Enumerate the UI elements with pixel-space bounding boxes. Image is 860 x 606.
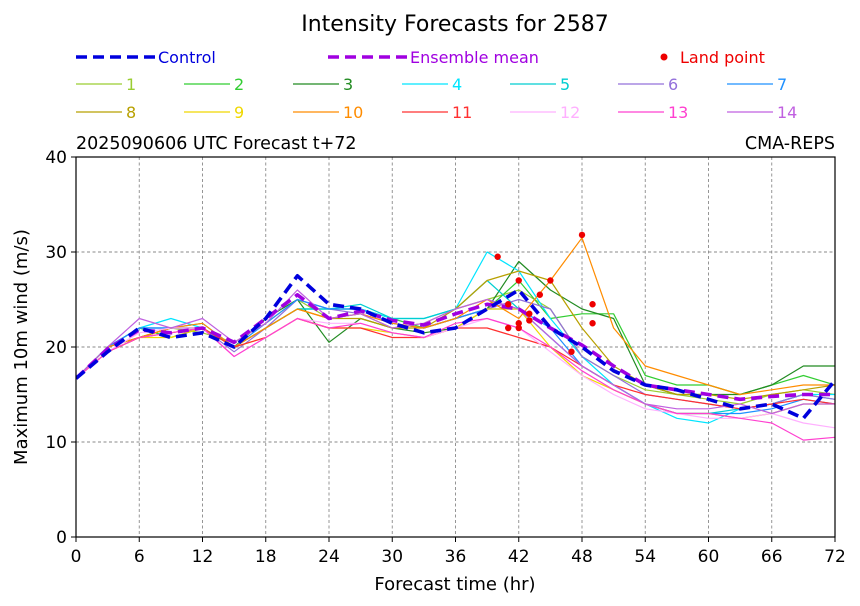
series-line-member-10 — [76, 237, 835, 396]
x-tick-label: 36 — [445, 547, 467, 567]
legend-label: 10 — [343, 103, 363, 122]
x-tick-label: 24 — [318, 547, 340, 567]
land-point-marker — [536, 291, 544, 298]
x-tick-label: 30 — [381, 547, 403, 567]
y-axis-label: Maximum 10m wind (m/s) — [11, 229, 32, 465]
land-point-marker — [589, 301, 596, 308]
y-tick-label: 0 — [56, 528, 67, 548]
chart-title: Intensity Forecasts for 2587 — [301, 12, 609, 37]
land-point-marker — [578, 231, 586, 239]
land-point-marker — [547, 277, 554, 284]
legend-label: 6 — [668, 75, 678, 94]
plot-area — [76, 231, 835, 441]
land-point-marker — [505, 324, 512, 332]
y-tick-label: 40 — [45, 148, 67, 168]
land-point-marker — [526, 317, 533, 324]
x-tick-label: 6 — [134, 547, 145, 567]
legend-label: 4 — [452, 75, 462, 94]
x-tick-label: 48 — [571, 547, 593, 567]
legend-label: 7 — [777, 75, 787, 94]
legend-label: 3 — [343, 75, 353, 94]
land-point-marker — [505, 301, 512, 308]
land-point-marker — [515, 277, 522, 284]
x-tick-label: 60 — [698, 547, 720, 567]
x-tick-label: 12 — [192, 547, 214, 567]
legend-land-point-marker — [660, 53, 668, 61]
x-tick-label: 42 — [508, 547, 530, 567]
legend-label: Land point — [680, 48, 765, 67]
series-line-ensemble-mean — [76, 293, 835, 402]
y-tick-label: 10 — [45, 433, 67, 453]
legend-label: 13 — [668, 103, 688, 122]
x-tick-label: 66 — [761, 547, 783, 567]
y-tick-label: 30 — [45, 243, 67, 263]
land-point-marker — [568, 348, 575, 355]
legend-label: 8 — [126, 103, 136, 122]
legend-label: 9 — [234, 103, 244, 122]
chart-subtitle-left: 2025090606 UTC Forecast t+72 — [76, 134, 357, 154]
x-tick-label: 72 — [824, 547, 846, 567]
legend-label: 1 — [126, 75, 136, 94]
legend-label: Ensemble mean — [410, 48, 539, 67]
legend-label: 12 — [560, 103, 580, 122]
land-point-marker — [515, 320, 522, 327]
legend-label: 14 — [777, 103, 797, 122]
land-point-marker — [494, 253, 501, 260]
axes: 0 6 12 18 24 30 36 42 48 54 60 66 72 0 10 20 30 40 — [45, 148, 845, 567]
legend-label: Control — [158, 48, 216, 67]
legend-label: 5 — [560, 75, 570, 94]
legend-label: 2 — [234, 75, 244, 94]
x-tick-label: 0 — [71, 547, 82, 567]
land-point-marker — [526, 310, 533, 317]
series-line-control — [76, 274, 835, 421]
series-line-member-14 — [76, 289, 835, 415]
land-point-marker — [589, 320, 596, 327]
x-tick-label: 54 — [634, 547, 656, 567]
chart-subtitle-right: CMA-REPS — [745, 134, 835, 154]
legend-label: 11 — [452, 103, 472, 122]
y-tick-label: 20 — [45, 338, 67, 358]
x-tick-label: 18 — [255, 547, 277, 567]
x-axis-label: Forecast time (hr) — [374, 574, 535, 595]
land-point-marker — [515, 324, 522, 332]
